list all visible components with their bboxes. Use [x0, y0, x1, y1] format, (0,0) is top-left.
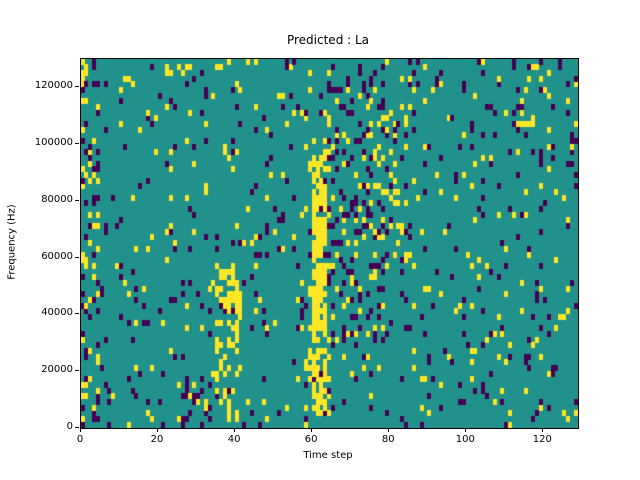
- y-tick-mark: [75, 370, 79, 372]
- y-tick-label: 120000: [34, 80, 73, 92]
- x-tick-label: 0: [76, 434, 84, 445]
- y-tick-label: 20000: [41, 364, 73, 376]
- x-tick-label: 20: [150, 434, 164, 445]
- y-tick-mark: [75, 143, 79, 145]
- x-tick-label: 120: [532, 434, 552, 445]
- y-tick-label: 40000: [41, 307, 73, 319]
- y-tick-label: 0: [66, 421, 73, 432]
- x-axis-label: Time step: [303, 450, 353, 461]
- y-tick-label: 100000: [34, 137, 73, 149]
- y-tick-label: 80000: [41, 193, 73, 205]
- x-tick-mark: [542, 428, 544, 432]
- y-tick-label: 60000: [41, 250, 73, 262]
- x-tick-mark: [234, 428, 236, 432]
- x-tick-mark: [157, 428, 159, 432]
- y-tick-mark: [75, 199, 79, 201]
- y-tick-mark: [75, 313, 79, 315]
- y-tick-mark: [75, 256, 79, 258]
- x-tick-label: 60: [304, 434, 318, 445]
- x-tick-mark: [311, 428, 313, 432]
- x-tick-mark: [388, 428, 390, 432]
- y-axis-label: Frequency (Hz): [6, 204, 18, 280]
- x-tick-mark: [80, 428, 81, 432]
- heatmap-canvas: [80, 58, 579, 429]
- y-tick-mark: [75, 427, 79, 428]
- chart-title: Predicted : La: [286, 33, 370, 47]
- x-tick-label: 40: [227, 434, 241, 445]
- x-tick-label: 80: [381, 434, 395, 445]
- y-tick-mark: [75, 86, 79, 88]
- x-tick-mark: [465, 428, 467, 432]
- x-tick-label: 100: [455, 434, 475, 445]
